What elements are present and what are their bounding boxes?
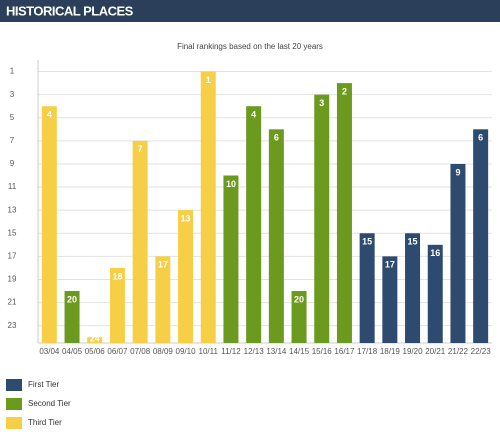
y-tick-label: 23 <box>8 321 17 330</box>
y-tick-label: 7 <box>10 136 15 145</box>
bar <box>64 291 80 343</box>
page-title: HISTORICAL PLACES <box>6 3 134 18</box>
data-label: 2 <box>342 86 347 96</box>
chart-subtitle: Final rankings based on the last 20 year… <box>177 42 323 51</box>
bar <box>246 106 262 344</box>
bar <box>87 337 103 343</box>
bar <box>200 71 216 343</box>
x-tick-label: 15/16 <box>312 347 333 356</box>
y-tick-label: 15 <box>8 228 17 237</box>
x-tick-label: 13/14 <box>266 347 287 356</box>
y-tick-label: 17 <box>8 251 17 260</box>
data-label: 17 <box>158 260 168 270</box>
legend-label: Second Tier <box>28 399 71 408</box>
bar <box>450 163 466 343</box>
x-tick-label: 14/15 <box>289 347 310 356</box>
bar <box>178 210 194 343</box>
x-tick-label: 05/06 <box>85 347 106 356</box>
data-label: 17 <box>385 260 395 270</box>
y-tick-label: 3 <box>10 90 15 99</box>
x-tick-label: 16/17 <box>334 347 355 356</box>
bar <box>268 129 284 343</box>
y-tick-label: 1 <box>10 67 15 76</box>
x-tick-label: 09/10 <box>176 347 197 356</box>
bar <box>132 140 148 343</box>
data-label: 20 <box>294 294 304 304</box>
bar <box>155 256 171 343</box>
bar <box>405 233 421 343</box>
data-label: 15 <box>408 237 418 247</box>
data-label: 4 <box>251 110 256 120</box>
x-tick-label: 04/05 <box>62 347 83 356</box>
x-tick-label: 03/04 <box>39 347 60 356</box>
bar <box>336 83 352 343</box>
y-tick-label: 13 <box>8 205 17 214</box>
x-tick-label: 20/21 <box>425 347 446 356</box>
bar <box>382 256 398 343</box>
y-tick-label: 11 <box>8 182 17 191</box>
bar <box>41 106 57 344</box>
data-label: 10 <box>226 179 236 189</box>
x-tick-label: 17/18 <box>357 347 378 356</box>
data-label: 15 <box>362 237 372 247</box>
y-tick-label: 19 <box>8 275 17 284</box>
legend-label: First Tier <box>28 380 59 389</box>
header-bar <box>0 0 500 22</box>
data-label: 1 <box>206 75 211 85</box>
legend-label: Third Tier <box>28 418 62 427</box>
y-tick-label: 5 <box>10 113 15 122</box>
bar <box>314 94 330 343</box>
data-label: 20 <box>67 294 77 304</box>
bar <box>359 233 375 343</box>
data-label: 6 <box>274 133 279 143</box>
data-label: 4 <box>47 110 52 120</box>
x-tick-label: 08/09 <box>153 347 174 356</box>
data-label: 13 <box>181 214 191 224</box>
data-label: 24 <box>90 333 100 343</box>
legend-swatch <box>6 379 22 391</box>
data-label: 9 <box>455 167 460 177</box>
x-tick-label: 10/11 <box>199 347 219 356</box>
x-tick-label: 21/22 <box>448 347 469 356</box>
data-label: 16 <box>430 248 440 258</box>
data-label: 6 <box>478 133 483 143</box>
bar <box>473 129 489 343</box>
x-tick-label: 11/12 <box>221 347 241 356</box>
legend-swatch <box>6 398 22 410</box>
x-tick-label: 22/23 <box>471 347 492 356</box>
bar <box>291 291 307 343</box>
data-label: 7 <box>138 144 143 154</box>
data-label: 3 <box>319 98 324 108</box>
bar <box>109 267 125 343</box>
x-tick-label: 19/20 <box>403 347 424 356</box>
x-tick-label: 07/08 <box>130 347 151 356</box>
data-label: 18 <box>112 271 122 281</box>
x-tick-label: 18/19 <box>380 347 401 356</box>
x-tick-label: 12/13 <box>244 347 265 356</box>
x-tick-label: 06/07 <box>107 347 128 356</box>
y-tick-label: 9 <box>10 159 15 168</box>
legend-swatch <box>6 417 22 429</box>
bar <box>427 244 443 343</box>
bar <box>223 175 239 343</box>
y-tick-label: 21 <box>8 298 17 307</box>
